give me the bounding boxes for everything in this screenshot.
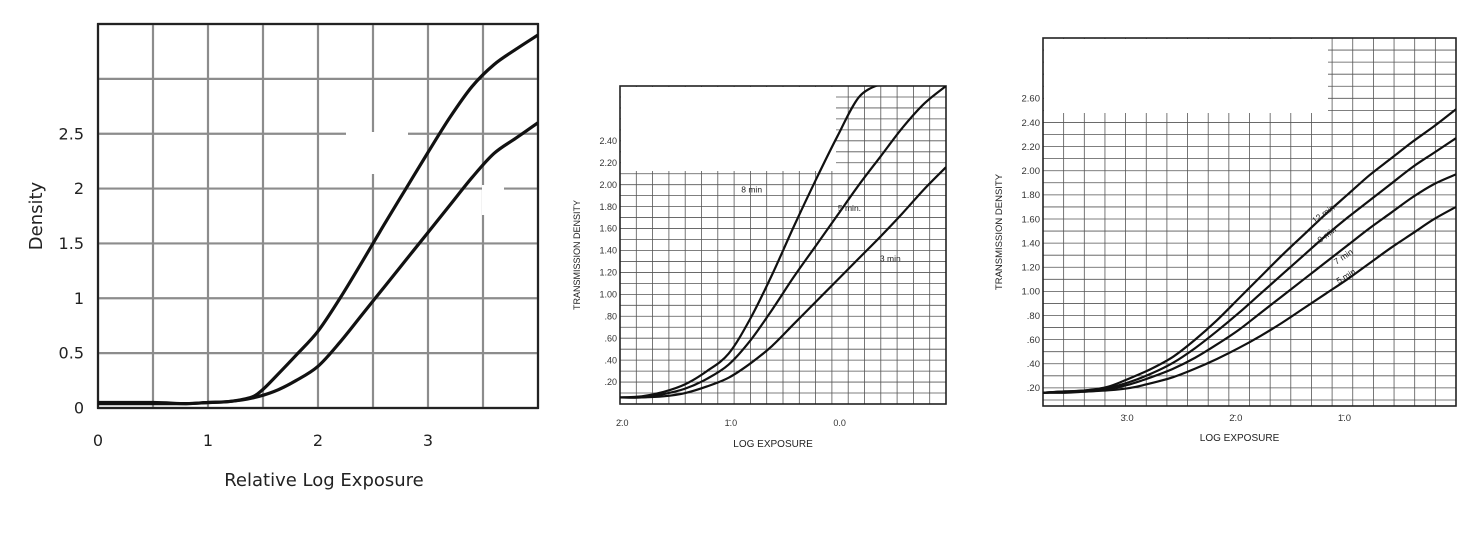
y-tick-label: 2.5 — [59, 124, 84, 143]
y-tick-label: 2.20 — [1022, 142, 1041, 153]
y-axis-label: TRANSMISSION DENSITY — [572, 200, 582, 310]
x-axis-label: LOG EXPOSURE — [733, 439, 813, 450]
y-tick-label: .40 — [604, 355, 617, 365]
series-label: 12 min — [1310, 202, 1337, 225]
y-tick-label: .60 — [604, 333, 617, 343]
x-axis-label: LOG EXPOSURE — [1200, 433, 1280, 444]
y-tick-label: 1.80 — [599, 202, 617, 212]
y-tick-label: .80 — [604, 311, 617, 321]
series-label: 8 min — [741, 184, 762, 194]
y-tick-label: .40 — [1027, 359, 1040, 370]
series-group — [98, 33, 538, 406]
y-tick-label: 2.40 — [599, 136, 617, 146]
chart-2: 8 min 5 min. 3 min .20 .40 .60 .80 1.00 1.20 1.40… — [572, 85, 947, 450]
series-line-1 — [620, 86, 879, 399]
x-tick-label: 1 — [203, 431, 213, 450]
series-label: 7 min — [1332, 246, 1355, 266]
y-tick-label: 1.60 — [599, 224, 617, 234]
x-tick-label: 3 — [423, 431, 433, 450]
series-line-4 — [1043, 205, 1456, 394]
x-tick-label: 0 — [93, 431, 103, 450]
y-tick-label: 2.00 — [1022, 166, 1041, 177]
chart-1: 0 0.5 1 1.5 2 2.5 0 1 2 3 Relative Log Exposure Den… — [26, 22, 540, 491]
x-tick-label: 2 — [313, 431, 323, 450]
y-tick-label: 0.5 — [59, 344, 84, 363]
series-line-2 — [620, 86, 946, 399]
plot-frame — [619, 85, 947, 405]
y-tick-label: .60 — [1027, 335, 1040, 346]
y-tick-label: 1.00 — [599, 289, 617, 299]
y-axis-label: Density — [26, 181, 47, 250]
blank-box — [621, 87, 836, 171]
y-tick-label: .20 — [1027, 383, 1040, 394]
y-tick-label: 2.60 — [1022, 94, 1041, 105]
x-tick-label: 2̄.0 — [1229, 413, 1242, 424]
x-tick-label: 2̄.0 — [616, 418, 629, 428]
y-tick-label: .20 — [604, 377, 617, 387]
y-tick-label: .80 — [1027, 311, 1040, 322]
x-tick-label: 1̄.0 — [1338, 413, 1351, 424]
y-tick-label: 1.80 — [1022, 190, 1041, 201]
y-tick-label: 1.20 — [599, 268, 617, 278]
plot-frame — [96, 22, 540, 410]
y-tick-label: 1.60 — [1022, 214, 1041, 225]
series-line-3 — [620, 166, 946, 399]
gridlines — [96, 22, 540, 410]
blank-box — [1044, 39, 1328, 113]
y-tick-label: 2.40 — [1022, 118, 1041, 129]
x-tick-label: 0.0 — [833, 418, 846, 428]
series-label: 5 min. — [838, 203, 861, 213]
series-line-2 — [1043, 137, 1456, 394]
y-tick-label: 2.00 — [599, 180, 617, 190]
blank-box — [482, 185, 504, 215]
x-tick-label: 3̄.0 — [1121, 413, 1134, 424]
y-tick-label: 0 — [74, 399, 84, 418]
series-group — [1043, 108, 1456, 394]
y-tick-label: 1.20 — [1022, 263, 1041, 274]
y-tick-label: 1 — [74, 289, 84, 308]
y-tick-label: 1.5 — [59, 234, 84, 253]
y-tick-label: 1.40 — [599, 246, 617, 256]
series-label: 3 min — [880, 253, 901, 263]
y-tick-label: 2.20 — [599, 158, 617, 168]
y-tick-label: 2 — [74, 179, 84, 198]
y-tick-label: 1.00 — [1022, 287, 1041, 298]
series-group — [620, 86, 946, 399]
series-line-2 — [98, 121, 538, 406]
series-line-3 — [1043, 173, 1456, 394]
plot-frame — [1042, 37, 1457, 407]
series-line-1 — [1043, 108, 1456, 394]
blank-box — [346, 132, 408, 174]
series-label: 5 min — [1334, 266, 1357, 286]
x-axis-label: Relative Log Exposure — [224, 470, 424, 491]
x-tick-label: 1̄.0 — [725, 418, 738, 428]
y-axis-label: TRANSMISSION DENSITY — [994, 173, 1005, 290]
y-tick-label: 1.40 — [1022, 238, 1041, 249]
